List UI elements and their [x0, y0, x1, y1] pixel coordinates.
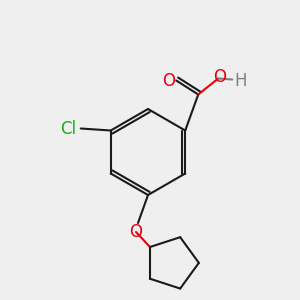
Text: O: O — [130, 223, 142, 241]
Text: Cl: Cl — [60, 119, 76, 137]
Text: O: O — [213, 68, 226, 86]
Text: O: O — [162, 73, 175, 91]
Text: H: H — [234, 71, 247, 89]
